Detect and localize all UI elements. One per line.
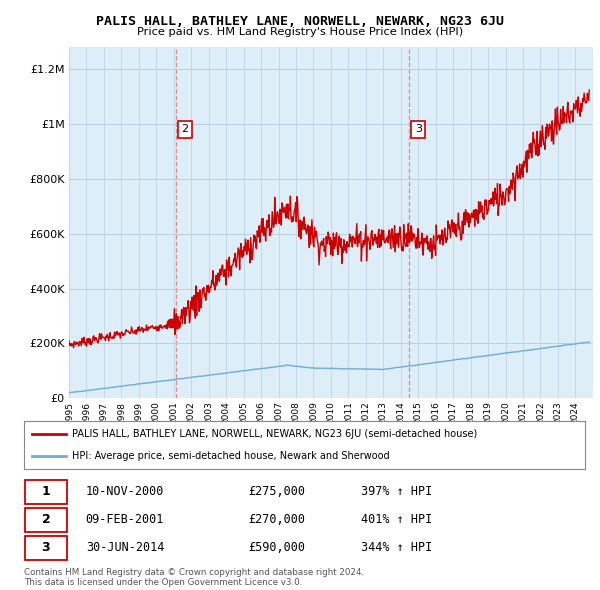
Text: £270,000: £270,000 — [248, 513, 305, 526]
Text: 2: 2 — [181, 124, 188, 135]
Text: 2: 2 — [41, 513, 50, 526]
Text: 09-FEB-2001: 09-FEB-2001 — [86, 513, 164, 526]
Text: 3: 3 — [41, 541, 50, 554]
Text: PALIS HALL, BATHLEY LANE, NORWELL, NEWARK, NG23 6JU (semi-detached house): PALIS HALL, BATHLEY LANE, NORWELL, NEWAR… — [71, 429, 477, 439]
Text: 397% ↑ HPI: 397% ↑ HPI — [361, 486, 432, 499]
Text: 30-JUN-2014: 30-JUN-2014 — [86, 541, 164, 554]
Text: Contains HM Land Registry data © Crown copyright and database right 2024.
This d: Contains HM Land Registry data © Crown c… — [24, 568, 364, 587]
Text: 344% ↑ HPI: 344% ↑ HPI — [361, 541, 432, 554]
FancyBboxPatch shape — [25, 480, 67, 504]
Text: Price paid vs. HM Land Registry's House Price Index (HPI): Price paid vs. HM Land Registry's House … — [137, 27, 463, 37]
Text: HPI: Average price, semi-detached house, Newark and Sherwood: HPI: Average price, semi-detached house,… — [71, 451, 389, 461]
Text: £590,000: £590,000 — [248, 541, 305, 554]
Text: PALIS HALL, BATHLEY LANE, NORWELL, NEWARK, NG23 6JU: PALIS HALL, BATHLEY LANE, NORWELL, NEWAR… — [96, 15, 504, 28]
Text: 3: 3 — [415, 124, 422, 135]
FancyBboxPatch shape — [25, 536, 67, 560]
Text: 1: 1 — [41, 486, 50, 499]
Text: 401% ↑ HPI: 401% ↑ HPI — [361, 513, 432, 526]
Text: 10-NOV-2000: 10-NOV-2000 — [86, 486, 164, 499]
Text: £275,000: £275,000 — [248, 486, 305, 499]
FancyBboxPatch shape — [25, 507, 67, 532]
